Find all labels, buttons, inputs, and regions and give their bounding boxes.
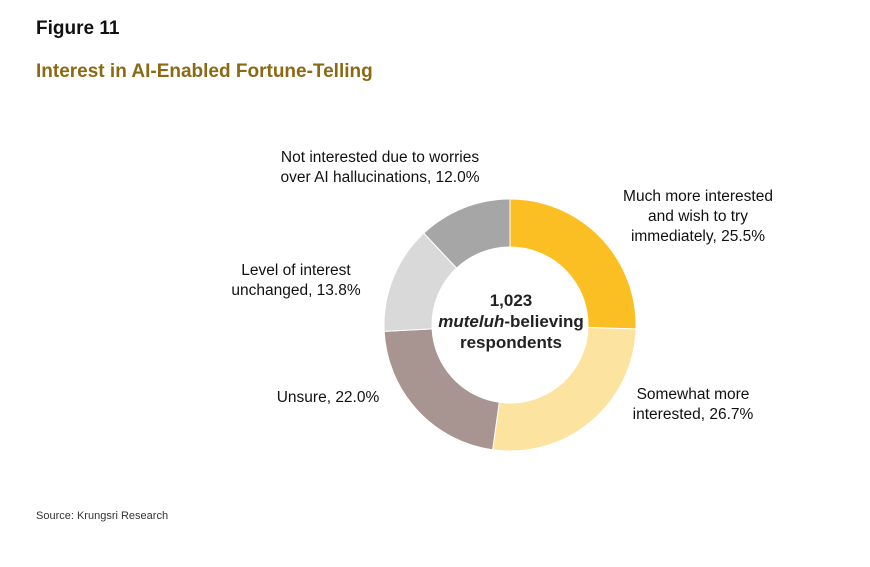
label-much-more: Much more interested and wish to try imm… [598,187,798,247]
label-not-interested-line1: Not interested due to worries [280,149,480,166]
label-unsure: Unsure, 22.0% [258,388,398,408]
label-not-interested-line2: over AI hallucinations, 12.0% [280,169,480,186]
slice-not-interested [423,198,511,269]
label-somewhat-more: Somewhat more interested, 26.7% [608,385,778,425]
label-much-more-line1: Much more interested [623,188,773,205]
figure-label: Figure 11 [36,18,120,39]
label-unsure-line1: Unsure, 22.0% [276,389,380,406]
center-label: 1,023 muteluh-believing respondents [431,290,591,353]
label-unchanged-line2: unchanged, 13.8% [231,282,361,299]
chart-title: Interest in AI-Enabled Fortune-Telling [36,61,373,82]
center-respondents: respondents [459,333,563,352]
label-somewhat-more-line2: interested, 26.7% [632,406,754,423]
slice-much-more [509,198,637,330]
label-somewhat-more-line1: Somewhat more [636,386,750,403]
label-much-more-line3: immediately, 25.5% [630,228,766,245]
center-subject-italic: muteluh [438,312,505,331]
center-subject: muteluh-believing [431,311,591,332]
source-note: Source: Krungsri Research [36,510,169,522]
label-unchanged-line1: Level of interest [241,262,351,279]
label-unchanged: Level of interest unchanged, 13.8% [206,261,386,301]
center-count: 1,023 [489,291,533,310]
label-not-interested: Not interested due to worries over AI ha… [250,148,510,188]
label-much-more-line2: and wish to try [648,208,748,225]
center-subject-rest: -believing [504,312,584,331]
slice-somewhat-more [492,326,637,452]
